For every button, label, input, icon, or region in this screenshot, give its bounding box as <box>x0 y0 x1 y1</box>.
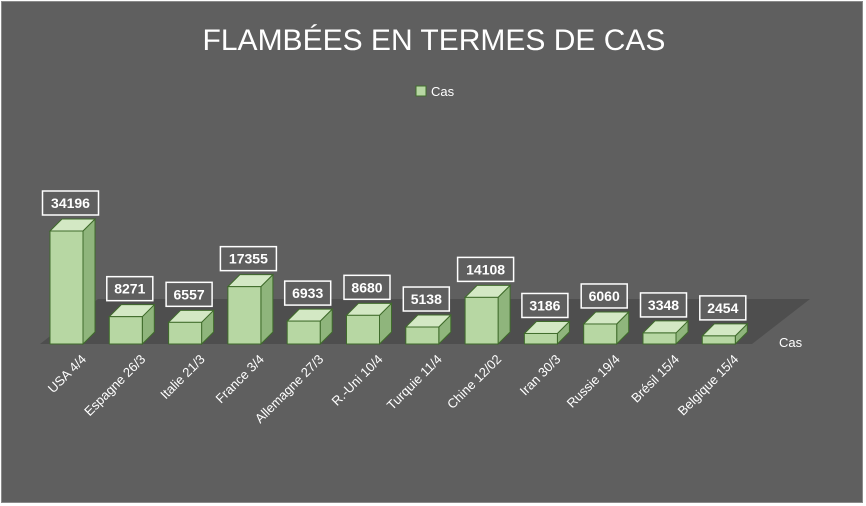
value-label: 14108 <box>456 256 515 283</box>
value-label: 5138 <box>402 286 451 312</box>
value-label-text: 6557 <box>174 286 205 302</box>
value-label-box <box>521 292 569 319</box>
bar <box>108 303 156 346</box>
bar <box>701 322 749 346</box>
legend-label: Cas <box>431 84 455 99</box>
category-label: Chine 12/02 <box>444 352 504 412</box>
bar <box>641 319 690 346</box>
value-label-text: 8680 <box>351 279 382 295</box>
value-label-box <box>106 275 154 302</box>
bar-front <box>108 316 143 345</box>
category-label: R.-Uni 10/4 <box>329 352 386 409</box>
value-label: 2454 <box>699 295 747 321</box>
legend: Cas <box>415 84 455 99</box>
bar <box>226 273 275 346</box>
value-label: 6557 <box>165 281 213 308</box>
value-label-box <box>456 256 515 283</box>
category-label: Italie 21/3 <box>157 352 207 402</box>
bar-front <box>49 230 84 345</box>
bar-front <box>642 332 677 345</box>
value-label: 34196 <box>41 190 100 216</box>
value-label-text: 3186 <box>529 297 560 313</box>
bar-front <box>701 335 736 345</box>
value-label-text: 14108 <box>466 261 505 277</box>
category-label: Belgique 15/4 <box>675 352 742 419</box>
bar-front <box>227 286 262 345</box>
bar <box>345 302 393 346</box>
bar <box>285 307 334 346</box>
value-label-text: 5138 <box>411 291 442 307</box>
chart-title: FLAMBÉES EN TERMES DE CAS <box>203 24 666 57</box>
bar <box>404 313 453 346</box>
bar-front <box>346 314 380 345</box>
bar <box>463 284 512 346</box>
value-labels-layer: 34196 8271 6557 17355 6933 8680 5138 14108 3186 6… <box>41 190 747 321</box>
bar <box>523 320 571 346</box>
bar-front <box>286 320 321 345</box>
value-label-box <box>699 295 747 321</box>
value-label-box <box>343 274 391 301</box>
value-label-text: 34196 <box>51 195 90 211</box>
bar <box>167 309 215 346</box>
value-label-box <box>41 190 100 216</box>
value-label-text: 17355 <box>229 251 268 267</box>
category-label: Brésil 15/4 <box>628 352 682 406</box>
category-label: France 3/4 <box>212 352 267 407</box>
bar-front <box>523 332 558 345</box>
legend-swatch <box>415 85 427 97</box>
category-label: Iran 30/3 <box>517 352 564 399</box>
value-label-text: 8271 <box>114 281 145 297</box>
category-label: Turquie 11/4 <box>384 352 445 413</box>
value-label-text: 6060 <box>589 288 620 304</box>
value-label: 3348 <box>639 292 688 318</box>
value-label-text: 2454 <box>707 300 738 316</box>
value-label: 6060 <box>580 283 628 309</box>
value-label: 17355 <box>219 245 278 272</box>
category-label: Espagne 26/3 <box>81 352 148 419</box>
depth-axis-label: Cas <box>779 335 803 350</box>
bars-layer <box>48 217 749 346</box>
value-label-box <box>580 283 628 309</box>
value-label-box <box>283 280 332 306</box>
bar-side <box>82 217 96 346</box>
value-label-box <box>219 245 278 272</box>
value-label: 8680 <box>343 274 391 301</box>
value-label: 3186 <box>521 292 569 319</box>
category-label: USA 4/4 <box>45 352 89 396</box>
value-label-box <box>639 292 688 318</box>
value-label-text: 3348 <box>648 297 679 313</box>
value-label: 8271 <box>106 275 154 302</box>
bar-front <box>168 321 203 345</box>
bar-front <box>405 326 440 345</box>
bar-front <box>583 323 618 345</box>
category-label: Russie 19/4 <box>564 352 623 411</box>
value-label-box <box>165 281 213 308</box>
bar <box>48 217 97 346</box>
value-label-text: 6933 <box>292 285 323 301</box>
value-label: 6933 <box>283 280 332 306</box>
value-label-box <box>402 286 451 312</box>
bar <box>582 310 630 346</box>
bar-front <box>464 296 499 345</box>
